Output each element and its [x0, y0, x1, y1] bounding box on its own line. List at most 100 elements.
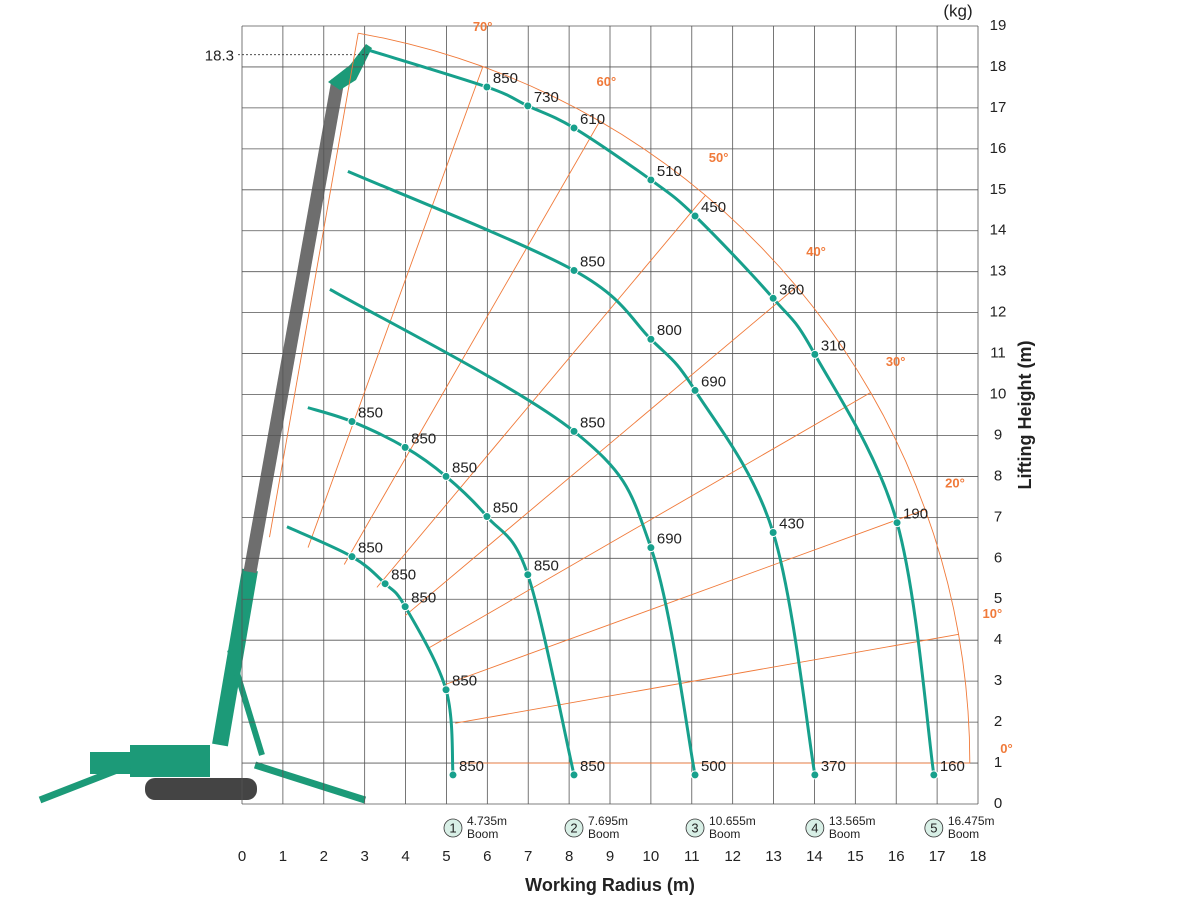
- y-tick-label: 8: [994, 467, 1002, 484]
- load-point: [569, 770, 579, 780]
- angle-line: [444, 509, 926, 686]
- angle-line: [404, 286, 797, 617]
- load-point: [768, 528, 778, 538]
- load-label: 370: [821, 758, 846, 775]
- y-axis-label: Lifting Height (m): [1015, 341, 1035, 490]
- angle-label: 0°: [1000, 741, 1012, 756]
- load-label: 850: [452, 673, 477, 690]
- boom-load-curve: [307, 406, 576, 776]
- load-point: [400, 602, 410, 612]
- x-tick-label: 1: [279, 848, 287, 865]
- boom-number: 3: [691, 820, 698, 835]
- x-tick-label: 6: [483, 848, 491, 865]
- y-tick-label: 13: [990, 263, 1007, 280]
- y-tick-label: 17: [990, 99, 1007, 116]
- y-tick-label: 5: [994, 590, 1002, 607]
- angle-label: 80°: [341, 0, 361, 1]
- angle-line: [427, 392, 871, 649]
- y-tick-label: 0: [994, 795, 1002, 812]
- boom-label: Boom: [709, 827, 740, 841]
- x-tick-label: 8: [565, 848, 573, 865]
- load-point: [810, 770, 820, 780]
- angle-label: 50°: [709, 150, 729, 165]
- boom-length: 10.655m: [709, 814, 756, 828]
- load-label: 730: [534, 89, 559, 106]
- boom-number-badge: [924, 818, 944, 838]
- load-point: [441, 471, 451, 481]
- load-label: 850: [411, 430, 436, 447]
- angle-label: 20°: [945, 476, 965, 491]
- load-point: [646, 334, 656, 344]
- load-label: 190: [903, 506, 928, 523]
- y-tick-label: 3: [994, 672, 1002, 689]
- boom-length: 13.565m: [829, 814, 876, 828]
- load-point: [690, 385, 700, 395]
- outrigger: [253, 761, 367, 804]
- y-tick-label: 2: [994, 713, 1002, 730]
- load-label: 360: [779, 281, 804, 298]
- angle-line: [343, 120, 601, 565]
- y-tick-label: 11: [990, 345, 1006, 362]
- angle-label: 70°: [473, 19, 493, 34]
- x-tick-label: 18: [970, 848, 987, 865]
- x-tick-label: 11: [684, 848, 700, 865]
- y-tick-label: 19: [990, 17, 1007, 34]
- crane-track: [145, 778, 257, 800]
- grid: [241, 25, 979, 805]
- boom-label: Boom: [948, 827, 979, 841]
- boom: [243, 78, 345, 574]
- x-tick-label: 15: [847, 848, 864, 865]
- boom-load-curve: [347, 169, 817, 776]
- angle-line: [376, 195, 706, 588]
- load-label: 850: [411, 590, 436, 607]
- x-tick-label: 0: [238, 848, 246, 865]
- load-point: [892, 518, 902, 528]
- load-label: 500: [701, 758, 726, 775]
- load-point: [347, 417, 357, 427]
- y-tick-label: 18: [990, 58, 1007, 75]
- load-label: 850: [580, 253, 605, 270]
- x-tick-label: 16: [888, 848, 905, 865]
- outrigger-box: [90, 752, 130, 774]
- load-label: 850: [534, 558, 559, 575]
- load-point: [929, 770, 939, 780]
- boom-number: 4: [811, 820, 818, 835]
- load-label: 690: [657, 531, 682, 548]
- load-label: 850: [358, 540, 383, 557]
- boom-number-badge: [805, 818, 825, 838]
- boom-label: Boom: [588, 827, 619, 841]
- boom-length: 16.475m: [948, 814, 995, 828]
- load-point: [569, 426, 579, 436]
- load-label: 690: [701, 373, 726, 390]
- load-point: [523, 101, 533, 111]
- x-axis-label: Working Radius (m): [525, 875, 695, 895]
- angle-outer-arc: [358, 32, 971, 764]
- boom-load-curve: [286, 525, 455, 776]
- load-label: 850: [493, 70, 518, 87]
- load-label: 850: [459, 758, 484, 775]
- load-label: 510: [657, 163, 682, 180]
- angle-label: 30°: [886, 354, 906, 369]
- x-tick-label: 7: [524, 848, 532, 865]
- load-label: 850: [391, 567, 416, 584]
- boom-load-curve: [369, 49, 936, 776]
- load-point: [482, 512, 492, 522]
- y-tick-label: 10: [990, 385, 1007, 402]
- load-point: [347, 552, 357, 562]
- boom-number: 2: [570, 820, 577, 835]
- y-tick-label: 15: [990, 181, 1007, 198]
- crane-illustration: [38, 44, 372, 804]
- boom-cylinder: [227, 649, 265, 756]
- load-point: [523, 570, 533, 580]
- boom-label: Boom: [467, 827, 498, 841]
- load-label: 850: [580, 414, 605, 431]
- boom-number-badge: [685, 818, 705, 838]
- load-point: [690, 770, 700, 780]
- y-tick-label: 16: [990, 140, 1007, 157]
- x-tick-label: 3: [360, 848, 368, 865]
- load-point: [569, 265, 579, 275]
- load-label: 850: [493, 500, 518, 517]
- load-label: 430: [779, 515, 804, 532]
- angle-label: 10°: [983, 606, 1003, 621]
- crane-body: [130, 745, 210, 777]
